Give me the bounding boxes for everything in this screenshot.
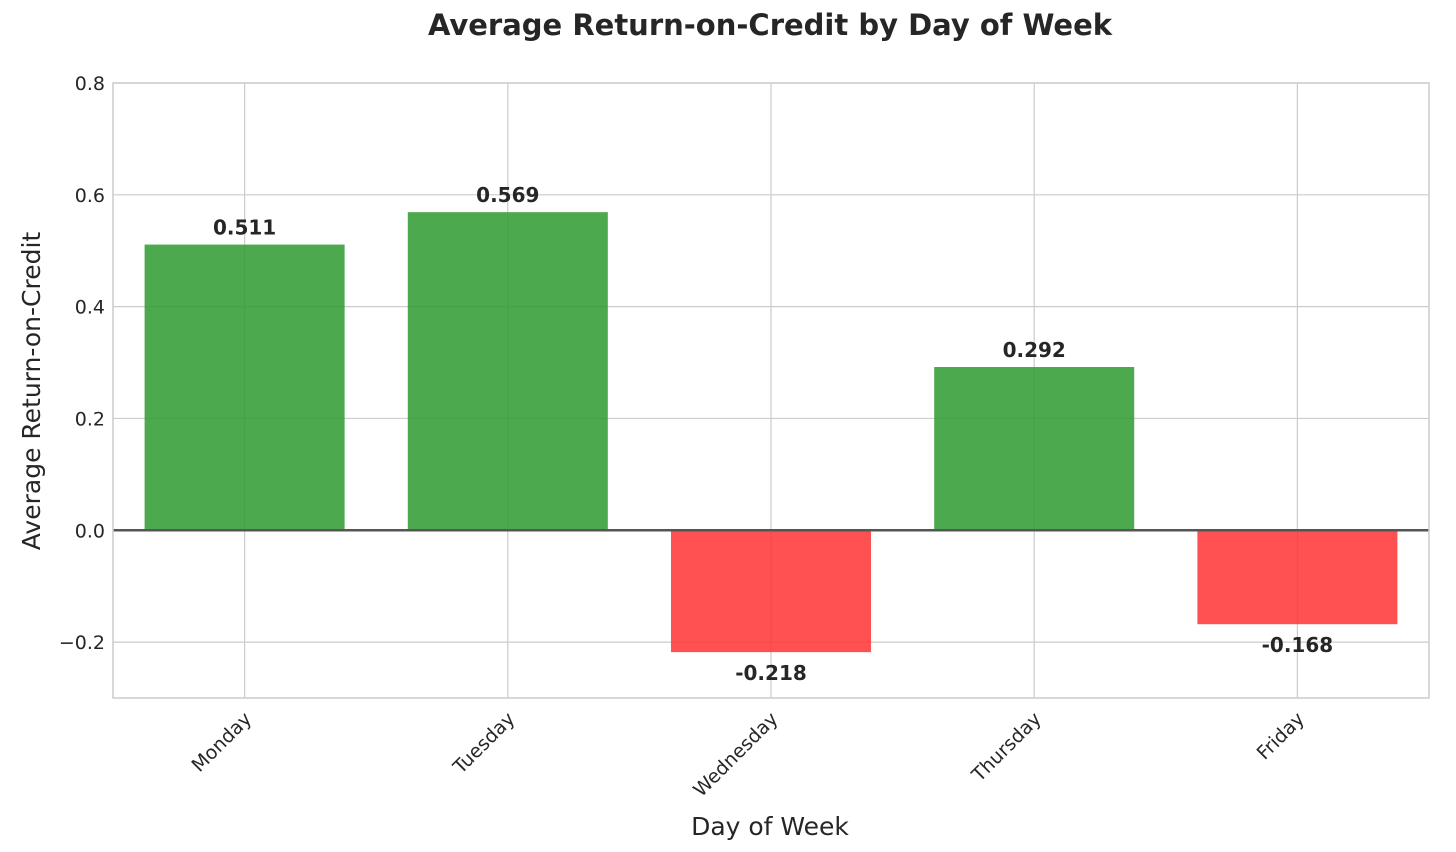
data-label-friday: -0.168 bbox=[1262, 633, 1334, 657]
y-tick-label: 0.4 bbox=[75, 297, 105, 319]
plot-frame bbox=[112, 82, 1430, 699]
bar-monday bbox=[144, 244, 345, 531]
x-tick-label-friday: Friday bbox=[1253, 708, 1309, 764]
x-tick-label-wednesday: Wednesday bbox=[689, 708, 782, 801]
y-tick-label: 0.2 bbox=[75, 408, 105, 430]
y-axis-label: Average Return-on-Credit bbox=[17, 232, 46, 551]
bars bbox=[144, 212, 1398, 653]
bar-tuesday bbox=[407, 212, 608, 531]
data-labels: 0.511 0.569 -0.218 0.292 -0.168 bbox=[213, 183, 1333, 685]
y-tick-label: 0.6 bbox=[75, 185, 105, 207]
data-label-wednesday: -0.218 bbox=[735, 661, 807, 685]
x-tick-label-thursday: Thursday bbox=[967, 708, 1046, 787]
data-label-thursday: 0.292 bbox=[1003, 338, 1066, 362]
x-tick-label-monday: Monday bbox=[188, 708, 257, 777]
y-tick-label: −0.2 bbox=[59, 632, 105, 654]
y-tick-label: 0.0 bbox=[75, 520, 105, 542]
data-label-tuesday: 0.569 bbox=[476, 183, 539, 207]
bar-thursday bbox=[934, 367, 1135, 531]
chart-title: Average Return-on-Credit by Day of Week bbox=[428, 8, 1113, 42]
bar-friday bbox=[1197, 530, 1398, 625]
x-axis-label: Day of Week bbox=[691, 812, 849, 841]
x-axis-ticks: Monday Tuesday Wednesday Thursday Friday bbox=[188, 708, 1309, 801]
data-label-monday: 0.511 bbox=[213, 216, 276, 240]
bar-wednesday bbox=[670, 530, 872, 653]
y-tick-label: 0.8 bbox=[75, 73, 105, 95]
y-axis-ticks: −0.2 0.0 0.2 0.4 0.6 0.8 bbox=[59, 73, 105, 654]
x-tick-label-tuesday: Tuesday bbox=[448, 708, 519, 779]
